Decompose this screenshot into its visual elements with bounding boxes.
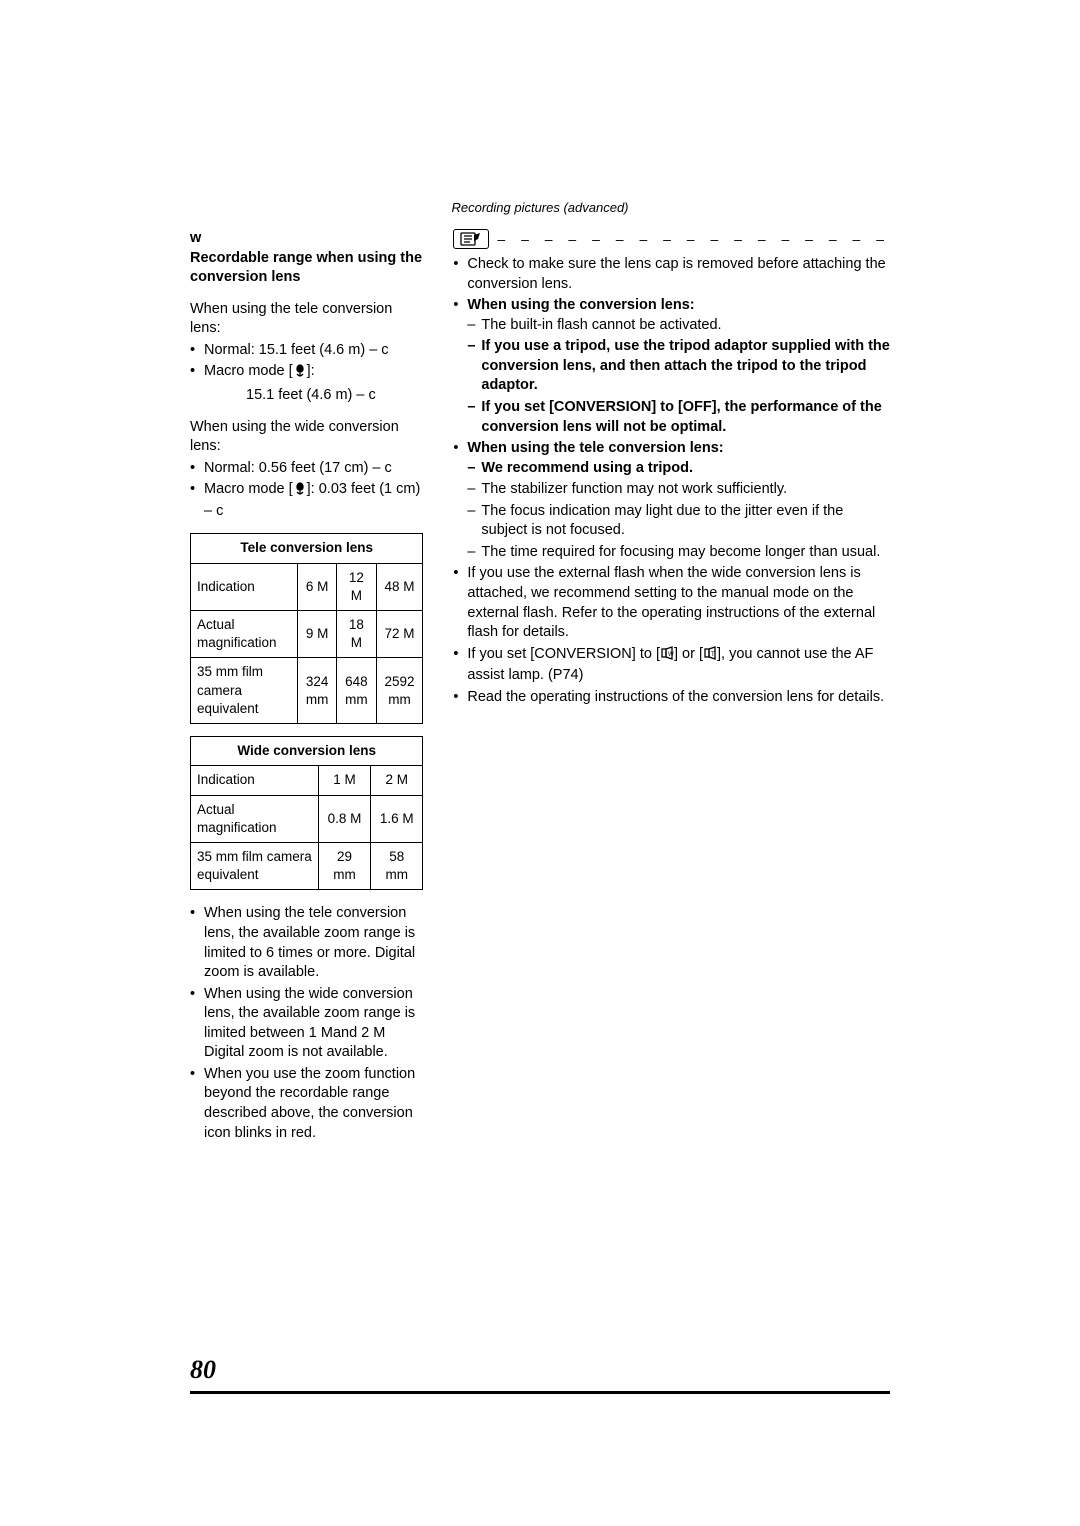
cell: 58 mm: [371, 842, 423, 889]
list-item: Check to make sure the lens cap is remov…: [453, 255, 890, 294]
section-heading: w Recordable range when using the convers…: [190, 229, 423, 288]
cell: 12 M: [337, 563, 376, 610]
section-title-text: Recordable range when using the conversi…: [190, 249, 423, 288]
cell: Actual magnification: [191, 610, 298, 657]
tele-macro-label: Macro mode [: [204, 363, 293, 379]
right-list: Check to make sure the lens cap is remov…: [453, 255, 890, 707]
tele-macro-value: 15.1 feet (4.6 m) – c: [190, 386, 423, 406]
cell: 324 mm: [297, 658, 336, 724]
cell: 648 mm: [337, 658, 376, 724]
list-item: If you use the external flash when the w…: [453, 564, 890, 642]
cell: 6 M: [297, 563, 336, 610]
sub-item: The built-in flash cannot be activated.: [467, 316, 890, 336]
note-header: – – – – – – – – – – – – – – – – –: [453, 229, 890, 249]
wide-intro: When using the wide conversion lens:: [190, 418, 423, 457]
b2-lead: When using the conversion lens:: [467, 297, 694, 313]
wide-lens-icon: W: [660, 646, 674, 667]
cell: 0.8 M: [318, 795, 370, 842]
tele-intro: When using the tele conversion lens:: [190, 300, 423, 339]
b5-mid: ] or [: [674, 646, 703, 662]
sub-item: We recommend using a tripod.: [467, 459, 890, 479]
tulip-icon: [293, 481, 307, 502]
b5-pre: If you set [CONVERSION] to [: [467, 646, 660, 662]
wide-macro-label: Macro mode [: [204, 481, 293, 497]
note-icon: [453, 229, 489, 249]
wide-table: Wide conversion lens Indication 1 M 2 M …: [190, 736, 423, 890]
tele-lens-icon: T: [703, 646, 717, 667]
cell: Actual magnification: [191, 795, 319, 842]
sub-item: The time required for focusing may becom…: [467, 543, 890, 563]
wide-list: Normal: 0.56 feet (17 cm) – c Macro mode…: [190, 459, 423, 522]
svg-text:T: T: [711, 652, 715, 658]
tele-macro-suffix: ]:: [307, 363, 315, 379]
sub-item: The stabilizer function may not work suf…: [467, 480, 890, 500]
list-item: When you use the zoom function beyond th…: [190, 1065, 423, 1143]
tele-list: Normal: 15.1 feet (4.6 m) – c Macro mode…: [190, 341, 423, 384]
list-item: If you set [CONVERSION] to [W] or [T], y…: [453, 645, 890, 686]
wide-table-title: Wide conversion lens: [191, 737, 423, 766]
cell: 72 M: [376, 610, 423, 657]
cell: Indication: [191, 563, 298, 610]
section-prefix: w: [190, 230, 201, 246]
content-columns: w Recordable range when using the convers…: [190, 229, 890, 1145]
cell: 18 M: [337, 610, 376, 657]
wide-macro: Macro mode []: 0.03 feet (1 cm) – c: [190, 480, 423, 521]
b3-sublist: We recommend using a tripod. The stabili…: [467, 459, 890, 563]
dash-divider: – – – – – – – – – – – – – – – – –: [497, 230, 890, 249]
cell: 1.6 M: [371, 795, 423, 842]
cell: 2 M: [371, 766, 423, 795]
cell: 48 M: [376, 563, 423, 610]
tele-table-title: Tele conversion lens: [191, 534, 423, 563]
table-row: 35 mm film camera equivalent 29 mm 58 mm: [191, 842, 423, 889]
table-row: Indication 1 M 2 M: [191, 766, 423, 795]
right-column: – – – – – – – – – – – – – – – – – Check …: [453, 229, 890, 1145]
table-row: Indication 6 M 12 M 48 M: [191, 563, 423, 610]
table-row: Actual magnification 0.8 M 1.6 M: [191, 795, 423, 842]
cell: 29 mm: [318, 842, 370, 889]
left-column: w Recordable range when using the convers…: [190, 229, 423, 1145]
list-item: Read the operating instructions of the c…: [453, 688, 890, 708]
page-footer: 80: [190, 1355, 890, 1394]
tele-table: Tele conversion lens Indication 6 M 12 M…: [190, 533, 423, 724]
footer-rule: [190, 1391, 890, 1394]
wide-normal: Normal: 0.56 feet (17 cm) – c: [190, 459, 423, 479]
tele-normal: Normal: 15.1 feet (4.6 m) – c: [190, 341, 423, 361]
list-item: When using the tele conversion lens, the…: [190, 904, 423, 982]
cell: Indication: [191, 766, 319, 795]
cell: 1 M: [318, 766, 370, 795]
left-notes: When using the tele conversion lens, the…: [190, 904, 423, 1143]
cell: 35 mm film camera equivalent: [191, 658, 298, 724]
sub-item: If you use a tripod, use the tripod adap…: [467, 337, 890, 396]
sub-item: If you set [CONVERSION] to [OFF], the pe…: [467, 398, 890, 437]
sub-item: The focus indication may light due to th…: [467, 502, 890, 541]
tele-macro: Macro mode []:: [190, 362, 423, 384]
b2-sublist: The built-in flash cannot be activated. …: [467, 316, 890, 437]
list-item: When using the conversion lens: The buil…: [453, 296, 890, 437]
page-number: 80: [190, 1355, 890, 1385]
table-row: Actual magnification 9 M 18 M 72 M: [191, 610, 423, 657]
tulip-icon: [293, 363, 307, 384]
table-row: 35 mm film camera equivalent 324 mm 648 …: [191, 658, 423, 724]
cell: 9 M: [297, 610, 336, 657]
b3-lead: When using the tele conversion lens:: [467, 440, 723, 456]
list-item: When using the wide conversion lens, the…: [190, 985, 423, 1063]
cell: 35 mm film camera equivalent: [191, 842, 319, 889]
list-item: When using the tele conversion lens: We …: [453, 439, 890, 562]
manual-page: Recording pictures (advanced) w Recordabl…: [0, 0, 1080, 1526]
cell: 2592 mm: [376, 658, 423, 724]
page-header: Recording pictures (advanced): [190, 200, 890, 215]
